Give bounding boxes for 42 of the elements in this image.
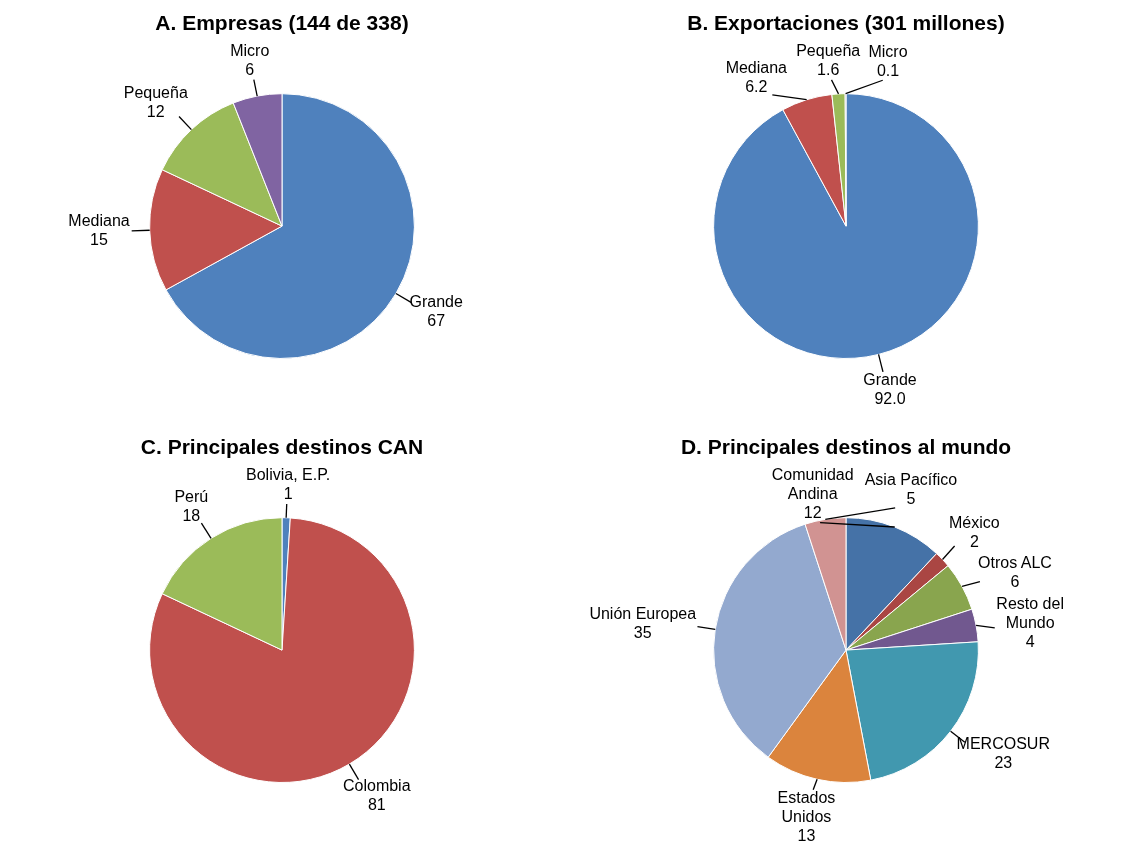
slice-label: Otros ALC (978, 553, 1052, 571)
slice-label: Asia Pacífico (864, 470, 958, 488)
slice-label: Unión Europea (589, 604, 697, 622)
data-label: 23 (994, 753, 1013, 771)
slice-label: Resto del Mundo (996, 595, 1064, 632)
data-label: 13 (797, 826, 816, 844)
data-label: 6 (1010, 572, 1020, 590)
slice-label: Perú (174, 487, 209, 505)
data-label: 0.1 (876, 61, 900, 79)
chart-title: A. Empresas (144 de 338) (155, 11, 409, 35)
chart-title: C. Principales destinos CAN (140, 435, 424, 459)
slice-label: Estados Unidos (777, 788, 836, 825)
data-label: 35 (633, 623, 652, 641)
data-label: 6.2 (745, 78, 768, 96)
slice-label: MERCOSUR (956, 734, 1050, 752)
data-label: 67 (427, 312, 446, 330)
slice-label: Pequeña (796, 41, 861, 59)
slice-label: Micro (868, 42, 908, 60)
data-label: 1.6 (817, 60, 840, 78)
data-label: 6 (245, 60, 255, 78)
data-label: 81 (367, 795, 386, 813)
data-label: 2 (969, 532, 979, 550)
slice-label: Mediana (725, 59, 788, 77)
data-label: 5 (906, 489, 916, 507)
slice-label: Grande (409, 293, 463, 311)
chart-title: D. Principales destinos al mundo (680, 435, 1012, 459)
data-label: 1 (283, 484, 293, 502)
slice-label: Pequeña (123, 83, 188, 101)
slice-label: Colombia (342, 776, 411, 794)
slice-label: Grande (863, 371, 917, 389)
data-label: 12 (146, 102, 165, 120)
slice-label: Comunidad Andina (771, 465, 854, 502)
slice-label: Bolivia, E.P. (246, 465, 331, 483)
data-label: 15 (90, 231, 108, 249)
data-label: 12 (803, 503, 822, 521)
data-label: 18 (182, 506, 201, 524)
slice-label: Mediana (68, 212, 130, 230)
slice-label: México (949, 513, 1000, 531)
data-label: 4 (1025, 633, 1035, 651)
chart-title: B. Exportaciones (301 millones) (687, 11, 1005, 35)
data-label: 92.0 (874, 390, 906, 408)
slice-label: Micro (230, 41, 270, 59)
